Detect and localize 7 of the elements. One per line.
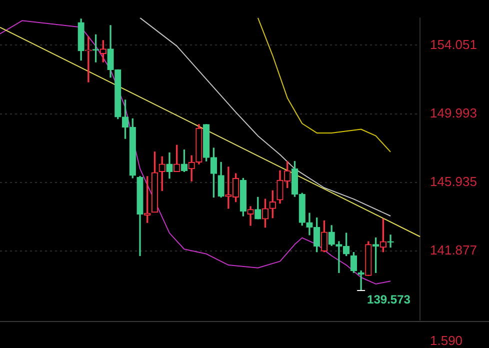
annotation: 139.573 <box>367 292 411 306</box>
y-tick-label: 154.051 <box>430 36 477 52</box>
text: 1.590 <box>430 333 463 348</box>
y-tick-label: 149.993 <box>430 105 477 120</box>
y-tick-label: 145.935 <box>430 174 477 190</box>
candlestick <box>358 270 364 290</box>
y-tick-label: 141.877 <box>430 242 477 258</box>
